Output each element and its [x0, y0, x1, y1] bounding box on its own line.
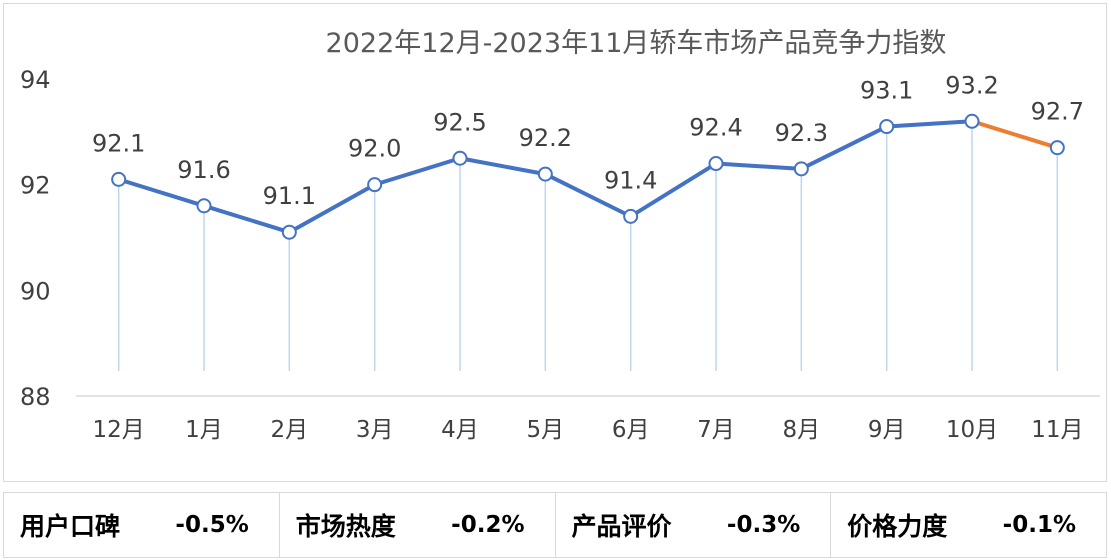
x-tick-label: 11月	[1031, 417, 1083, 443]
data-point	[281, 224, 297, 240]
metrics-bar: 用户口碑 -0.5% 市场热度 -0.2% 产品评价 -0.3% 价格力度 -0…	[3, 492, 1107, 558]
x-tick-label: 3月	[356, 417, 394, 443]
data-label: 93.1	[860, 77, 913, 105]
data-label: 92.2	[519, 124, 572, 152]
metric-name: 价格力度	[847, 512, 948, 541]
x-tick-label: 12月	[93, 417, 145, 443]
data-label: 91.1	[263, 182, 316, 210]
metric-name: 产品评价	[571, 512, 672, 541]
x-tick-label: 9月	[868, 417, 906, 443]
x-tick-label: 10月	[946, 417, 998, 443]
metric-cell: 用户口碑 -0.5%	[4, 493, 280, 557]
data-label: 92.7	[1031, 98, 1084, 126]
y-axis-ticks: 88 90 92 94	[20, 66, 51, 411]
x-tick-label: 4月	[441, 417, 479, 443]
y-tick-label: 90	[20, 277, 51, 305]
data-label: 92.4	[689, 114, 742, 142]
drop-lines	[117, 121, 1059, 371]
data-point	[964, 113, 980, 129]
data-points	[111, 113, 1065, 240]
y-tick-label: 92	[20, 172, 51, 200]
x-tick-label: 2月	[271, 417, 309, 443]
chart-title: 2022年12月-2023年11月轿车市场产品竞争力指数	[326, 28, 947, 59]
series-line-last-segment	[971, 119, 1058, 150]
data-point	[537, 166, 553, 182]
series-line	[118, 119, 1058, 235]
x-axis-ticks: 12月 1月 2月 3月 4月 5月 6月 7月 8月 9月 10月 11月	[93, 417, 1084, 443]
x-tick-label: 1月	[185, 417, 223, 443]
data-label: 92.3	[775, 119, 828, 147]
data-labels: 92.1 91.6 91.1 92.0 92.5 92.2 91.4 92.4 92.3 93.1…	[92, 71, 1084, 210]
data-label: 91.4	[604, 166, 657, 194]
data-point	[793, 161, 809, 177]
data-label: 92.5	[433, 108, 486, 136]
data-label: 91.6	[177, 156, 230, 184]
data-label: 92.0	[348, 135, 401, 163]
x-tick-label: 8月	[783, 417, 821, 443]
metric-name: 市场热度	[295, 512, 396, 541]
metric-value: -0.5%	[175, 512, 249, 538]
data-point	[111, 171, 127, 187]
x-tick-label: 5月	[527, 417, 565, 443]
line-chart: 2022年12月-2023年11月轿车市场产品竞争力指数 88 90 92 94 92…	[20, 28, 1100, 443]
data-point	[452, 150, 468, 166]
data-label: 92.1	[92, 129, 145, 157]
data-point	[623, 208, 639, 224]
data-point	[708, 156, 724, 172]
data-point	[196, 198, 212, 214]
x-tick-label: 6月	[612, 417, 650, 443]
data-point	[879, 119, 895, 135]
data-label: 93.2	[945, 71, 998, 99]
chart-frame: 2022年12月-2023年11月轿车市场产品竞争力指数 88 90 92 94 92…	[3, 3, 1107, 482]
metric-value: -0.2%	[451, 512, 525, 538]
metric-cell: 市场热度 -0.2%	[280, 493, 556, 557]
metric-cell: 产品评价 -0.3%	[556, 493, 832, 557]
y-tick-label: 94	[20, 66, 51, 94]
x-tick-label: 7月	[697, 417, 735, 443]
metric-value: -0.1%	[1002, 512, 1076, 538]
metric-value: -0.3%	[726, 512, 801, 538]
metric-name: 用户口碑	[20, 512, 121, 541]
metric-cell: 价格力度 -0.1%	[831, 493, 1106, 557]
data-point	[367, 177, 383, 193]
y-tick-label: 88	[20, 383, 51, 411]
data-point	[1049, 140, 1065, 156]
